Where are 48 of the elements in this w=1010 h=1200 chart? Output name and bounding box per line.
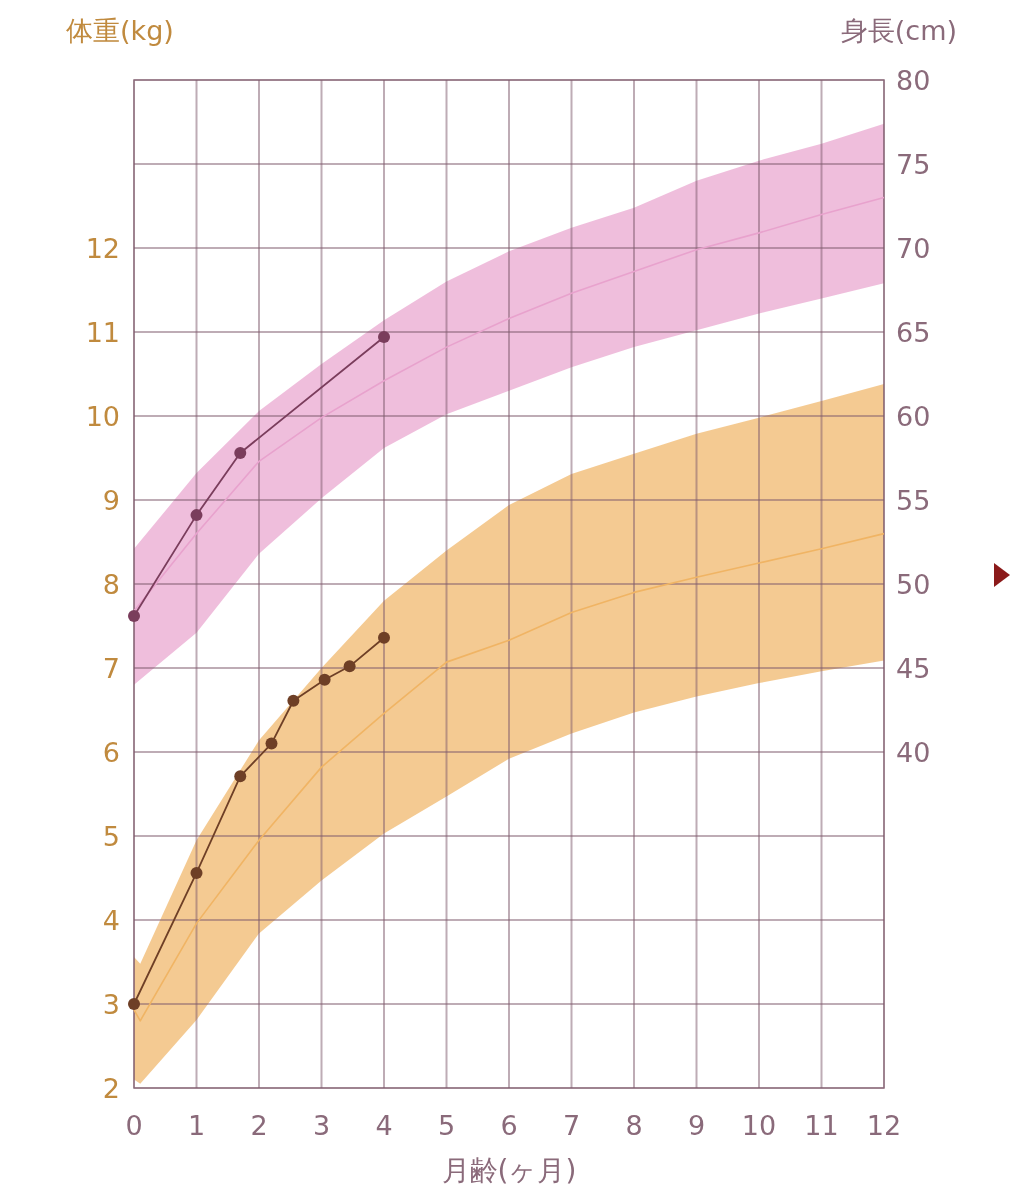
y2-tick-label: 70 <box>896 233 931 264</box>
point <box>265 737 278 750</box>
point <box>378 631 390 644</box>
point <box>128 998 140 1010</box>
x-tick-label: 11 <box>804 1110 839 1141</box>
x-tick-label: 3 <box>312 1110 331 1141</box>
y-tick-label: 12 <box>85 233 120 264</box>
y-tick-label: 7 <box>102 653 120 684</box>
y-tick-label: 11 <box>85 317 120 348</box>
point <box>234 770 247 783</box>
y-tick-label: 5 <box>102 821 120 852</box>
y-axis-title: 体重(kg) <box>66 15 174 46</box>
y-tick-label: 3 <box>102 989 120 1020</box>
x-tick-label: 1 <box>187 1110 206 1141</box>
y-tick-label: 6 <box>102 737 120 768</box>
x-tick-label: 0 <box>125 1110 143 1141</box>
y-tick-label: 8 <box>102 569 120 600</box>
y-tick-label: 10 <box>85 401 120 432</box>
y2-tick-label: 65 <box>896 317 931 348</box>
point <box>287 694 300 707</box>
y2-tick-label: 80 <box>896 65 931 96</box>
y2-tick-label: 55 <box>896 485 931 516</box>
y2-tick-label: 50 <box>896 569 931 600</box>
y2-tick-label: 45 <box>896 653 931 684</box>
point <box>128 609 140 622</box>
x-axis-title: 月齢(ヶ月) <box>441 1154 577 1187</box>
point <box>343 660 356 673</box>
x-tick-label: 8 <box>625 1110 643 1141</box>
x-tick-label: 5 <box>437 1110 456 1141</box>
x-tick-label: 6 <box>500 1110 518 1141</box>
x-tick-label: 7 <box>562 1110 581 1141</box>
point <box>234 446 247 459</box>
x-tick-label: 4 <box>375 1110 393 1141</box>
point <box>190 509 203 522</box>
point <box>318 673 331 686</box>
point <box>190 866 203 879</box>
y2-tick-label: 60 <box>896 401 931 432</box>
y2-tick-label: 75 <box>896 149 931 180</box>
x-tick-label: 12 <box>866 1110 902 1141</box>
y-tick-label: 9 <box>102 485 120 516</box>
x-tick-label: 9 <box>687 1110 706 1141</box>
point <box>378 331 390 344</box>
x-tick-label: 10 <box>741 1110 777 1141</box>
x-tick-label: 2 <box>250 1110 268 1141</box>
y-tick-label: 2 <box>102 1073 120 1104</box>
y-tick-label: 4 <box>102 905 120 936</box>
y2-axis-title: 身長(cm) <box>840 15 957 46</box>
y2-tick-label: 40 <box>896 737 931 768</box>
